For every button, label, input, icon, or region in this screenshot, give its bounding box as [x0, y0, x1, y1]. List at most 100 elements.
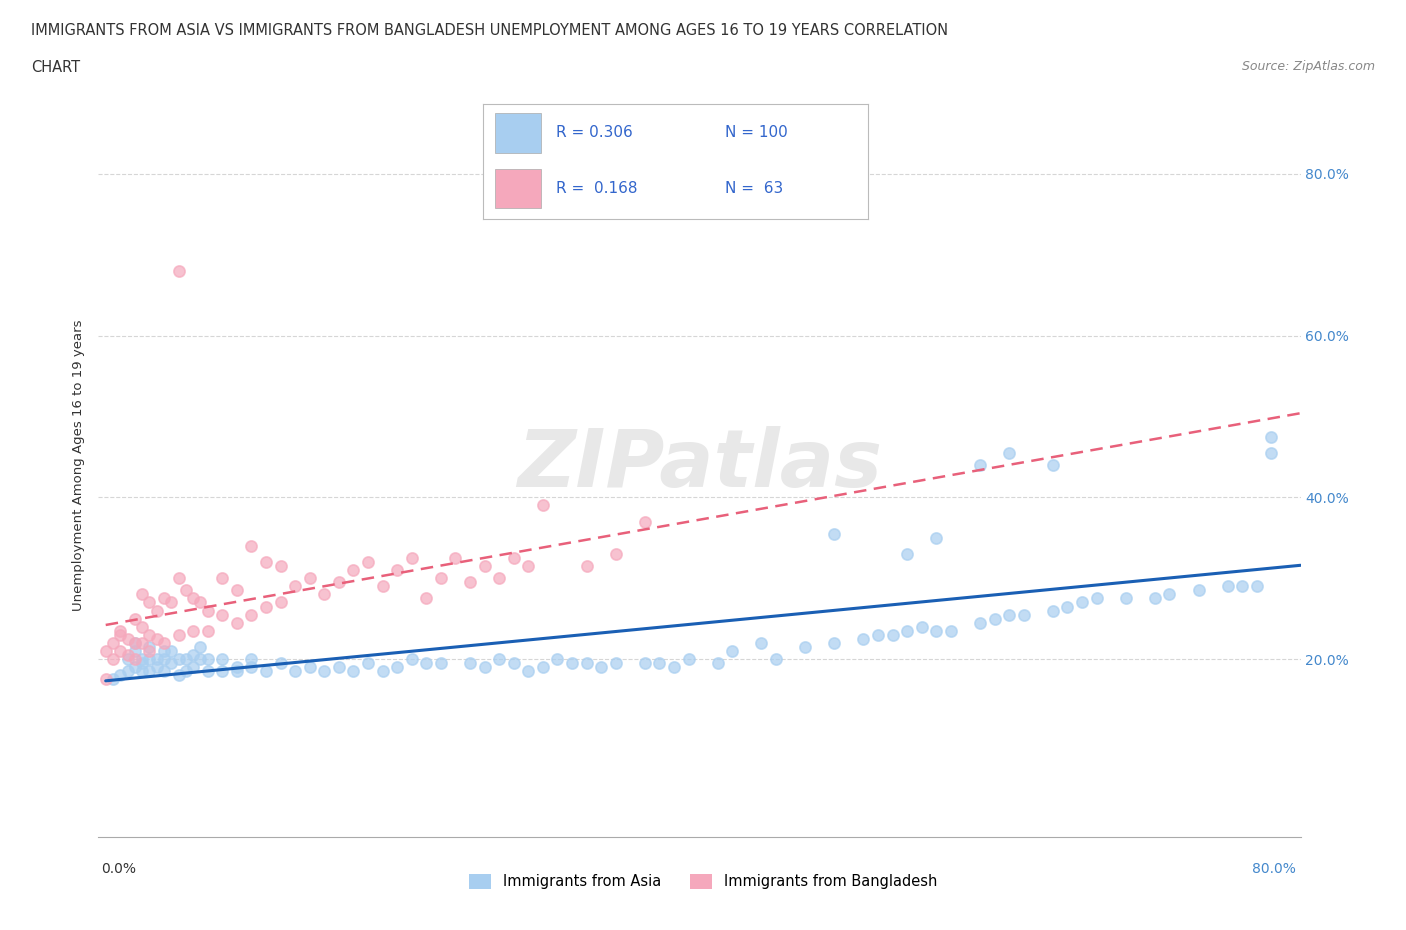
Point [167, 571, 190, 586]
Point [211, 664, 233, 679]
Point [385, 659, 408, 674]
Point [197, 664, 219, 679]
Point [124, 611, 146, 626]
Point [167, 263, 190, 278]
Point [270, 595, 292, 610]
Text: IMMIGRANTS FROM ASIA VS IMMIGRANTS FROM BANGLADESH UNEMPLOYMENT AMONG AGES 16 TO: IMMIGRANTS FROM ASIA VS IMMIGRANTS FROM … [31, 23, 948, 38]
Point [117, 631, 139, 646]
Point [998, 445, 1021, 460]
Point [474, 659, 496, 674]
Point [357, 656, 380, 671]
Point [131, 652, 153, 667]
Point [561, 656, 583, 671]
Y-axis label: Unemployment Among Ages 16 to 19 years: Unemployment Among Ages 16 to 19 years [72, 319, 86, 611]
Point [502, 551, 524, 565]
Point [969, 458, 991, 472]
Point [211, 571, 233, 586]
Point [270, 656, 292, 671]
Point [124, 659, 146, 674]
Point [634, 514, 657, 529]
Point [160, 656, 183, 671]
Point [866, 628, 889, 643]
Point [254, 599, 277, 614]
Point [998, 607, 1021, 622]
Point [153, 652, 176, 667]
Point [765, 652, 787, 667]
Point [160, 644, 183, 658]
Point [357, 554, 380, 569]
Point [174, 664, 197, 679]
Point [546, 652, 568, 667]
Point [488, 571, 510, 586]
Point [117, 647, 139, 662]
Point [138, 640, 160, 655]
Point [852, 631, 875, 646]
Point [678, 652, 700, 667]
Point [531, 659, 554, 674]
Point [174, 583, 197, 598]
Point [430, 571, 453, 586]
Point [131, 619, 153, 634]
Point [225, 659, 247, 674]
Point [124, 652, 146, 667]
Point [605, 656, 627, 671]
Point [458, 575, 481, 590]
Point [925, 623, 948, 638]
Point [101, 635, 124, 650]
Point [124, 644, 146, 658]
Point [167, 652, 190, 667]
Point [138, 664, 160, 679]
Point [240, 538, 263, 553]
Point [181, 647, 204, 662]
Point [153, 591, 176, 605]
Point [124, 635, 146, 650]
Point [1216, 578, 1239, 593]
Point [190, 652, 212, 667]
Point [197, 652, 219, 667]
Point [751, 635, 773, 650]
Text: ZIPatlas: ZIPatlas [517, 426, 882, 504]
Point [131, 664, 153, 679]
Point [925, 530, 948, 545]
Text: Source: ZipAtlas.com: Source: ZipAtlas.com [1241, 60, 1375, 73]
Point [342, 563, 364, 578]
Point [110, 668, 132, 683]
Point [181, 659, 204, 674]
Point [794, 640, 817, 655]
Point [882, 628, 904, 643]
Point [225, 664, 247, 679]
Text: 0.0%: 0.0% [101, 862, 136, 876]
Point [145, 659, 167, 674]
Point [197, 623, 219, 638]
Point [153, 635, 176, 650]
Point [138, 652, 160, 667]
Point [117, 652, 139, 667]
Point [1187, 583, 1209, 598]
Point [1260, 445, 1282, 460]
Point [721, 644, 744, 658]
Point [415, 656, 437, 671]
Point [823, 526, 845, 541]
Point [117, 664, 139, 679]
Point [145, 631, 167, 646]
Point [1056, 599, 1078, 614]
Point [328, 659, 350, 674]
Point [1159, 587, 1181, 602]
Point [1232, 578, 1254, 593]
Point [575, 559, 598, 574]
Point [174, 652, 197, 667]
Point [211, 607, 233, 622]
Point [385, 563, 408, 578]
Point [342, 664, 364, 679]
Point [254, 664, 277, 679]
Point [153, 644, 176, 658]
Point [648, 656, 671, 671]
Point [531, 498, 554, 512]
Point [110, 644, 132, 658]
Point [225, 583, 247, 598]
Point [1260, 430, 1282, 445]
Point [131, 587, 153, 602]
Point [138, 628, 160, 643]
Point [240, 652, 263, 667]
Point [160, 595, 183, 610]
